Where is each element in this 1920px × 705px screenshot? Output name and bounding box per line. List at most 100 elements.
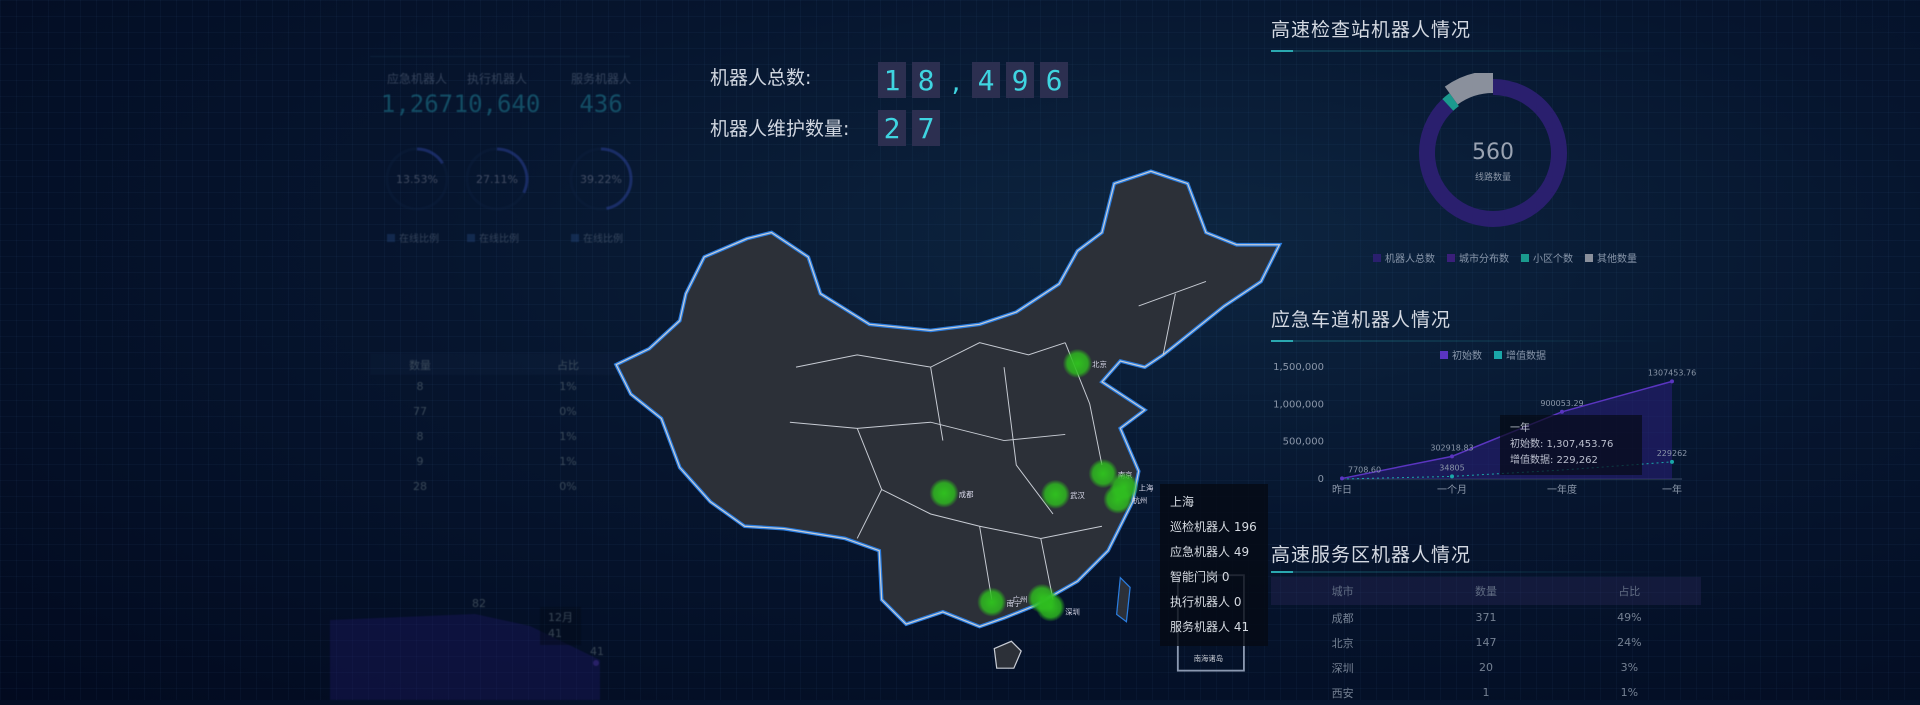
city-marker[interactable] — [1103, 484, 1133, 514]
emergency-legend: 初始数 增值数据 — [1440, 347, 1546, 362]
gauge-arc — [600, 147, 633, 210]
stat-label: 执行机器人 — [466, 72, 527, 86]
legend-item[interactable]: 增值数据 — [1494, 347, 1546, 362]
table-header-row: 城市 数量 占比 — [1271, 577, 1701, 605]
digit: 7 — [912, 110, 940, 146]
table-cell: 成都 — [1331, 611, 1354, 625]
table-row[interactable]: 深圳 20 3% — [1271, 655, 1701, 680]
table-header: 城市 — [1331, 585, 1354, 598]
stat-label: 服务机器人 — [570, 72, 631, 86]
legend-swatch — [571, 233, 579, 242]
legend-label: 在线比例 — [479, 234, 519, 245]
table-cell: 深圳 — [1331, 661, 1354, 675]
donut-value: 560 — [1472, 140, 1514, 165]
data-point[interactable] — [1450, 454, 1454, 459]
data-label: 229262 — [1657, 449, 1688, 458]
legend-swatch — [1373, 253, 1381, 262]
stat-label: 应急机器人 — [386, 72, 447, 86]
legend-item[interactable]: 小区个数 — [1521, 250, 1573, 265]
table-row[interactable]: 西安 1 1% — [1271, 680, 1701, 705]
table-cell: 49% — [1617, 611, 1642, 624]
digit: 8 — [912, 62, 940, 98]
legend-item[interactable]: 初始数 — [1440, 347, 1482, 362]
x-tick: 一个月 — [1437, 484, 1467, 496]
data-label: 7708.60 — [1348, 465, 1381, 474]
gauge-track — [569, 147, 633, 211]
table-cell: 0% — [559, 480, 577, 493]
digit: 6 — [1040, 62, 1068, 98]
area-tooltip: 12月 41 — [540, 607, 581, 645]
table-cell: 147 — [1475, 636, 1497, 649]
left-charts — [330, 147, 633, 700]
data-point[interactable] — [1450, 474, 1454, 479]
legend-label: 机器人总数 — [1385, 254, 1435, 265]
legend-label: 初始数 — [1452, 351, 1482, 362]
table-cell: 北京 — [1331, 636, 1354, 650]
table-cell: 1% — [559, 430, 577, 443]
table-cell: 77 — [413, 405, 427, 418]
digit: 4 — [972, 62, 1000, 98]
tooltip-title: 上海 — [1170, 495, 1195, 509]
emergency-title: 应急车道机器人情况 — [1271, 309, 1452, 331]
table-cell: 1% — [559, 455, 577, 468]
data-point[interactable] — [1560, 409, 1564, 414]
gauge-legend: 在线比例 — [387, 230, 439, 245]
legend-item[interactable]: 机器人总数 — [1373, 250, 1435, 265]
gauge-text: 39.22% — [580, 173, 622, 186]
data-point[interactable] — [1340, 476, 1344, 481]
city-label: 北京 — [1092, 360, 1107, 369]
service-title: 高速服务区机器人情况 — [1271, 544, 1472, 566]
checkpoint-title: 高速检查站机器人情况 — [1271, 19, 1472, 41]
city-label: 上海 — [1139, 484, 1154, 493]
legend-swatch — [1494, 350, 1502, 359]
donut-segment[interactable] — [1444, 73, 1494, 105]
table-cell: 9 — [416, 455, 424, 468]
y-tick: 0 — [1318, 474, 1324, 485]
tooltip-row: 初始数: 1,307,453.76 — [1510, 439, 1614, 450]
table-header: 占比 — [557, 359, 579, 372]
stat-value: 436 — [579, 90, 623, 118]
table-cell: 1% — [1620, 686, 1639, 699]
stat-value: 1,267 — [380, 90, 454, 118]
x-tick: 一年 — [1662, 483, 1682, 496]
table-cell: 3% — [1620, 661, 1639, 674]
donut-segment[interactable] — [1442, 93, 1460, 111]
city-marker[interactable] — [1040, 479, 1071, 510]
data-point[interactable] — [1670, 379, 1674, 384]
table-cell: 20 — [1478, 661, 1493, 674]
city-marker[interactable] — [1062, 348, 1093, 379]
table-cell: 24% — [1617, 636, 1642, 649]
data-point[interactable] — [1670, 459, 1674, 464]
city-marker[interactable] — [1035, 592, 1066, 622]
total-label: 机器人总数: — [710, 67, 812, 89]
y-tick: 1,500,000 — [1273, 362, 1324, 373]
city-marker[interactable] — [929, 478, 959, 508]
service-table: 城市 数量 占比 成都 371 49% 北京 147 24% 深圳 20 3% 西安 1 1% — [1271, 577, 1701, 705]
legend-item[interactable]: 城市分布数 — [1447, 250, 1509, 265]
legend-swatch — [467, 233, 475, 242]
table-cell: 1 — [1482, 686, 1490, 699]
data-point — [593, 660, 599, 666]
table-cell: 8 — [416, 430, 424, 443]
gauge-arc — [496, 147, 529, 194]
tooltip-row: 执行机器人 0 — [1170, 595, 1242, 609]
table-header: 数量 — [1474, 585, 1497, 598]
legend-item[interactable]: 其他数量 — [1585, 250, 1637, 265]
gauge-track — [385, 147, 449, 211]
map-tooltip: 上海 巡检机器人 196 应急机器人 49 智能门岗 0 执行机器人 0 服务机器人 4… — [1160, 484, 1268, 646]
legend-label: 小区个数 — [1533, 254, 1573, 265]
table-row[interactable]: 北京 147 24% — [1271, 630, 1701, 655]
table-row[interactable]: 成都 371 49% — [1271, 605, 1701, 630]
tooltip-row: 巡检机器人 196 — [1170, 520, 1257, 534]
tooltip-title: 12月 — [548, 611, 573, 624]
legend-swatch — [1521, 253, 1529, 262]
legend-swatch — [1440, 350, 1448, 359]
legend-swatch — [1585, 253, 1593, 262]
city-marker[interactable] — [1088, 458, 1118, 489]
table-cell: 28 — [413, 480, 427, 493]
donut-legend: 机器人总数 城市分布数 小区个数 其他数量 — [1373, 250, 1637, 265]
city-marker[interactable] — [977, 587, 1007, 617]
donut-segment[interactable] — [1419, 79, 1567, 227]
